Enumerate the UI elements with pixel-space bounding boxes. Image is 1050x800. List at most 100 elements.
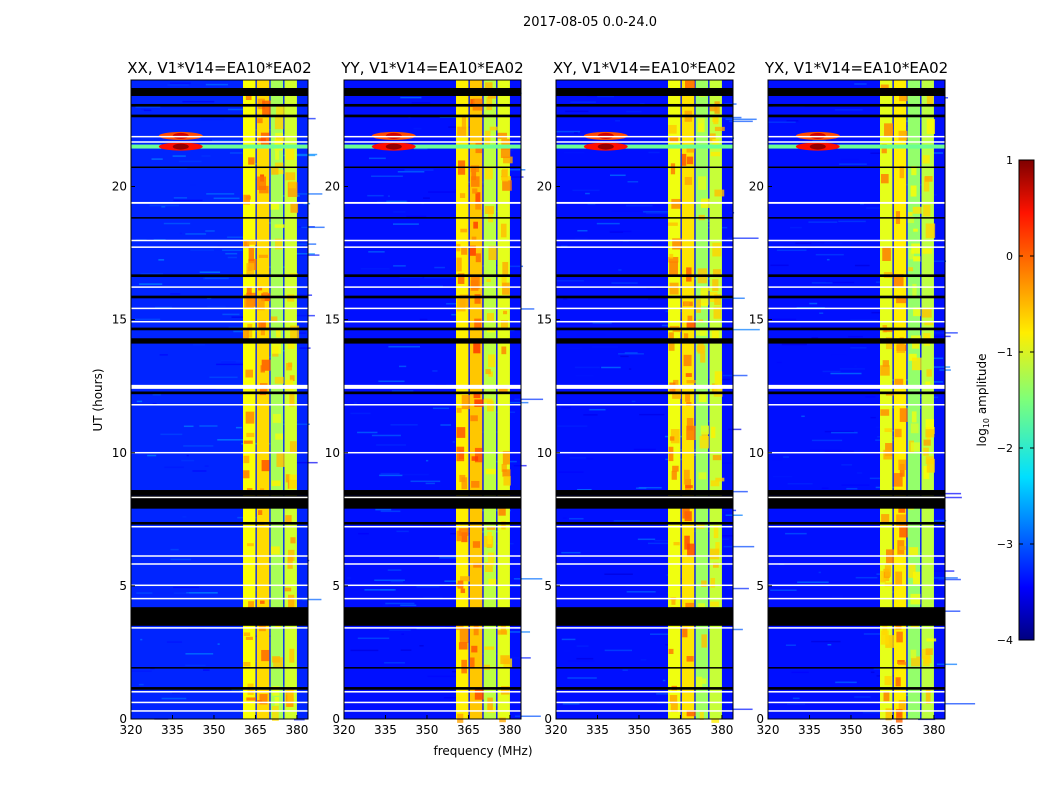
flagged-row-white (131, 691, 308, 693)
heatmap-cell (487, 93, 496, 99)
heatmap-cell (825, 281, 855, 284)
heatmap-cell (939, 496, 962, 499)
x-tick-label: 365 (881, 723, 904, 737)
heatmap-cell (687, 543, 695, 557)
heatmap-cell (133, 318, 161, 321)
heatmap-cell (696, 329, 706, 336)
heatmap-cell (885, 635, 895, 648)
heatmap-cell (907, 216, 915, 224)
heatmap-cell (501, 274, 507, 288)
heatmap-cell (284, 587, 292, 592)
flagged-row-white (344, 246, 521, 248)
heatmap-cell (199, 271, 221, 273)
x-tick-label: 335 (798, 723, 821, 737)
heatmap-cell (854, 264, 870, 267)
heatmap-cell (270, 316, 278, 322)
flagged-row-black (344, 338, 521, 344)
heatmap-cell (880, 409, 890, 416)
heatmap-cell (722, 374, 748, 377)
y-tick-label: 20 (537, 180, 552, 194)
heatmap-cell (896, 297, 907, 304)
heatmap-cell (604, 649, 633, 652)
heatmap-cell (930, 381, 943, 383)
heatmap-cell (387, 569, 402, 571)
colorbar-tick-label: −4 (997, 634, 1013, 647)
panel-title: YY, V1*V14=EA10*EA02 (340, 59, 523, 77)
heatmap-cell (172, 155, 186, 157)
flagged-row-white (556, 584, 733, 587)
rfi-spot (597, 143, 614, 150)
heatmap-cell (899, 523, 909, 538)
heatmap-cell (178, 160, 202, 163)
heatmap-cell (683, 469, 690, 485)
flagged-row-white (344, 404, 521, 406)
heatmap-cell (576, 333, 606, 336)
heatmap-cell (206, 193, 235, 195)
heatmap-cell (400, 96, 422, 99)
heatmap-cell (245, 369, 253, 378)
flagged-row-white (768, 597, 945, 600)
heatmap-cell (569, 517, 584, 520)
heatmap-cell (294, 294, 313, 296)
heatmap-cell (573, 132, 578, 134)
heatmap-cell (235, 426, 243, 429)
heatmap-cell (182, 100, 215, 103)
heatmap-cell (925, 688, 931, 704)
heatmap-cell (668, 256, 679, 263)
heatmap-cell (561, 245, 568, 248)
flagged-row-white (556, 404, 733, 406)
heatmap-cell (290, 202, 299, 213)
heatmap-cell (380, 472, 400, 475)
heatmap-cell (569, 457, 587, 459)
heatmap-cell (283, 154, 316, 157)
heatmap-cell (710, 548, 720, 560)
heatmap-cell (245, 636, 253, 640)
heatmap-cell (459, 474, 466, 482)
heatmap-cell (138, 683, 144, 686)
heatmap-cell (258, 356, 281, 358)
heatmap-cell (393, 265, 406, 267)
heatmap-cell (683, 301, 690, 306)
heatmap-cell (135, 106, 161, 108)
heatmap-cell (711, 330, 719, 344)
heatmap-cell (895, 624, 902, 630)
heatmap-cell (893, 407, 921, 409)
flagged-row-white (131, 320, 308, 323)
heatmap-cell (484, 82, 493, 93)
heatmap-cell (894, 378, 904, 387)
heatmap-cell (509, 308, 535, 310)
heatmap-cell (471, 645, 478, 653)
flagged-row-white (131, 597, 308, 600)
heatmap-cell (485, 369, 491, 375)
heatmap-cell (302, 598, 322, 601)
heatmap-cell (574, 366, 600, 369)
heatmap-cell (461, 532, 468, 543)
colorbar-tick-label: −3 (997, 538, 1013, 551)
heatmap-cell (158, 259, 165, 261)
heatmap-cell (686, 417, 694, 431)
heatmap-cell (922, 155, 930, 164)
heatmap-cell (189, 184, 197, 186)
flagged-row-white (344, 563, 521, 565)
heatmap-cell (640, 659, 647, 661)
heatmap-cell (471, 236, 477, 241)
flagged-row-black (556, 490, 733, 496)
flagged-row-black (768, 87, 945, 96)
heatmap-cell (626, 591, 656, 593)
colorbar-tick-label: −1 (997, 346, 1013, 359)
heatmap-cell (567, 677, 597, 679)
heatmap-cell (563, 650, 572, 652)
flagged-row-white (768, 201, 945, 204)
heatmap-cell (898, 699, 906, 712)
heatmap-cell (924, 656, 932, 664)
heatmap-cell (173, 586, 200, 589)
x-tick-label: 350 (416, 723, 439, 737)
heatmap-cell (668, 222, 678, 226)
heatmap-cell (880, 174, 889, 184)
heatmap-cell (423, 197, 430, 199)
heatmap-cell (723, 509, 737, 512)
heatmap-cell (227, 236, 250, 239)
heatmap-cell (609, 230, 632, 233)
heatmap-cell (885, 708, 892, 721)
heatmap-cell (597, 95, 615, 98)
